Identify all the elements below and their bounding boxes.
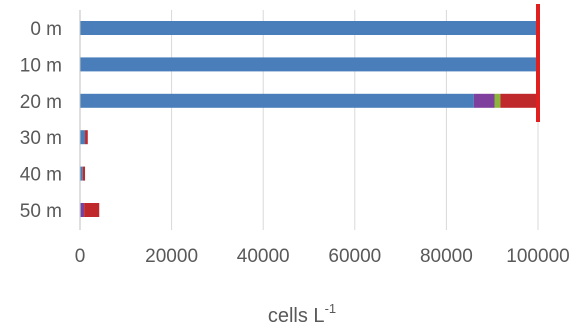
bar-segment-0-0 — [80, 21, 537, 35]
x-tick-label-3: 60000 — [328, 246, 381, 267]
category-label-0: 0 m — [30, 19, 62, 40]
category-label-1: 10 m — [20, 55, 62, 76]
category-label-4: 40 m — [20, 165, 62, 186]
bar-segment-5-3 — [84, 203, 100, 217]
bars — [80, 21, 538, 217]
x-tick-label-0: 0 — [75, 246, 86, 267]
bar-segment-3-3 — [85, 130, 88, 145]
x-tick-label-4: 80000 — [420, 246, 473, 267]
bar-segment-5-1 — [80, 203, 85, 217]
bar-segment-2-1 — [473, 93, 495, 108]
x-axis-label: cells L-1 — [268, 301, 336, 327]
bar-segment-4-0 — [80, 166, 83, 181]
labels: 0 20000 40000 60000 80000 100000 0 m 10 m 20 m 30… — [20, 19, 570, 267]
x-axis-label-text: cells L — [268, 305, 325, 327]
bar-segment-2-3 — [500, 93, 538, 108]
gridlines — [171, 10, 539, 230]
x-axis-label-superscript: -1 — [325, 301, 337, 316]
bar-segment-4-3 — [82, 166, 86, 181]
category-label-5: 50 m — [20, 201, 62, 222]
category-label-2: 20 m — [20, 92, 62, 113]
bar-segment-1-0 — [80, 57, 537, 72]
bar-segment-2-0 — [80, 93, 474, 108]
x-tick-label-5: 100000 — [506, 246, 569, 267]
x-tick-label-2: 40000 — [237, 246, 290, 267]
x-tick-label-1: 20000 — [145, 246, 198, 267]
bar-segment-3-0 — [80, 130, 86, 145]
bar-segment-2-2 — [494, 93, 501, 108]
category-label-3: 30 m — [20, 128, 62, 149]
